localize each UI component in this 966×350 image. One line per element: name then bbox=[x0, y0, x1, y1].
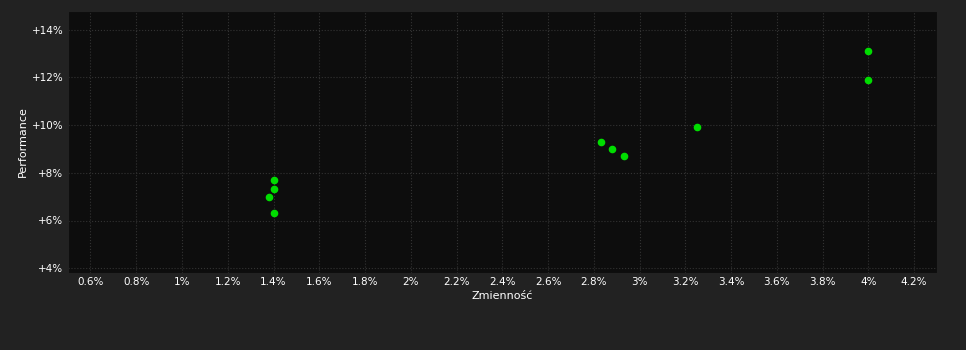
Point bbox=[261, 194, 276, 199]
Point bbox=[593, 139, 609, 145]
Point bbox=[605, 146, 620, 152]
Point bbox=[861, 77, 876, 83]
X-axis label: Zmienność: Zmienność bbox=[471, 291, 533, 301]
Point bbox=[616, 153, 632, 159]
Y-axis label: Performance: Performance bbox=[17, 106, 28, 177]
Point bbox=[266, 211, 281, 216]
Point bbox=[266, 187, 281, 192]
Point bbox=[266, 177, 281, 183]
Point bbox=[861, 48, 876, 54]
Point bbox=[689, 125, 704, 130]
